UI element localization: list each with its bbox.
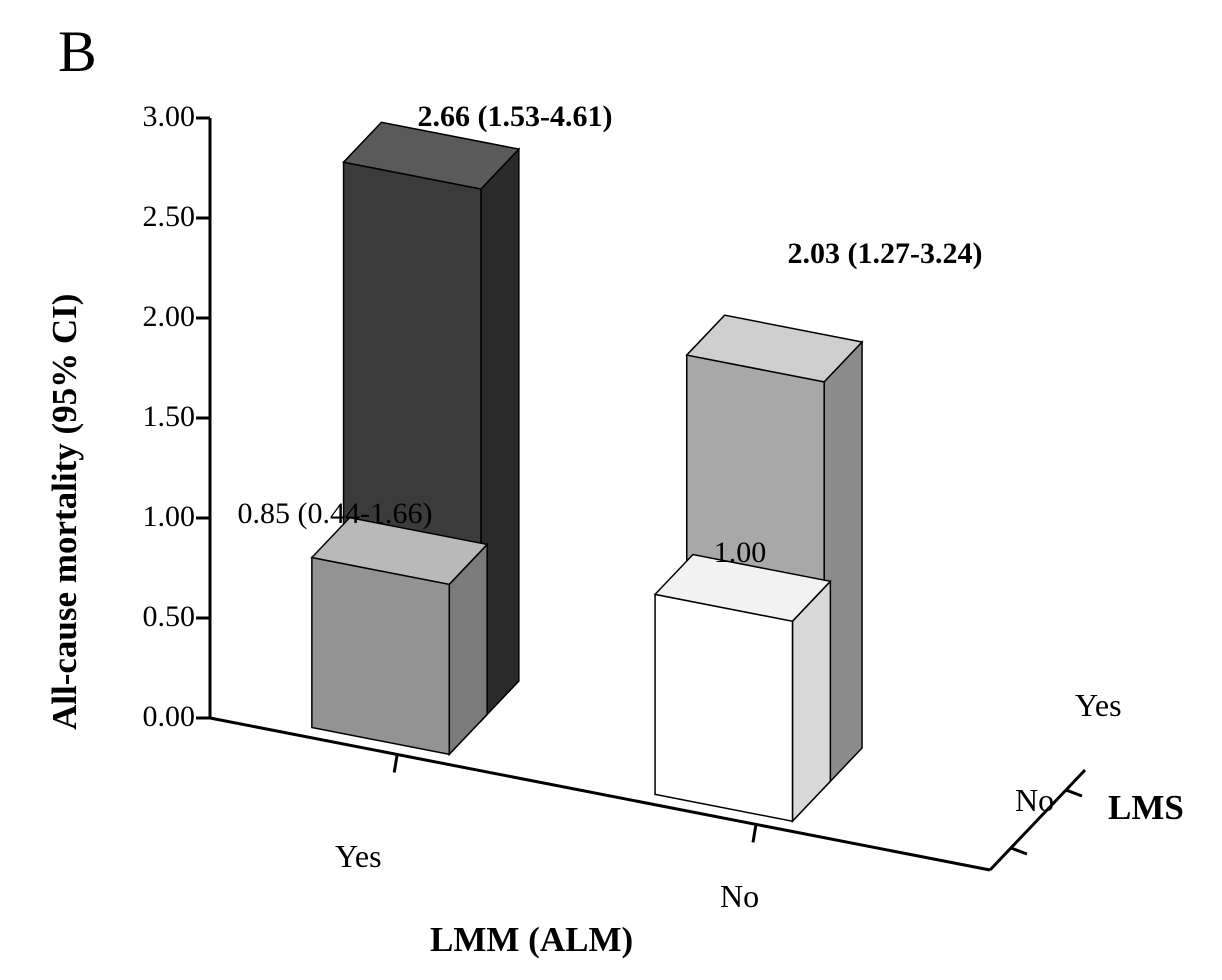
z-tick-yes: Yes — [1075, 687, 1122, 724]
y-tick-5: 2.50 — [120, 200, 195, 234]
y-tick-4: 2.00 — [120, 300, 195, 334]
y-tick-3: 1.50 — [120, 400, 195, 434]
y-tick-0: 0.00 — [120, 700, 195, 734]
y-tick-1: 0.50 — [120, 600, 195, 634]
z-tick-no: No — [1015, 782, 1054, 819]
y-tick-6: 3.00 — [120, 100, 195, 134]
x-tick-yes: Yes — [335, 838, 382, 875]
y-tick-2: 1.00 — [120, 500, 195, 534]
chart-stage: B All-cause mortality (95% CI) LMM (ALM)… — [0, 0, 1222, 980]
x-tick-no: No — [720, 878, 759, 915]
bar-label-yes-yes: 2.66 (1.53-4.61) — [375, 100, 655, 134]
bar-label-yes-no: 0.85 (0.44-1.66) — [205, 497, 465, 531]
bar-label-no-no: 1.00 — [680, 536, 800, 570]
bar-label-no-yes: 2.03 (1.27-3.24) — [745, 237, 1025, 271]
chart-svg — [0, 0, 1222, 980]
